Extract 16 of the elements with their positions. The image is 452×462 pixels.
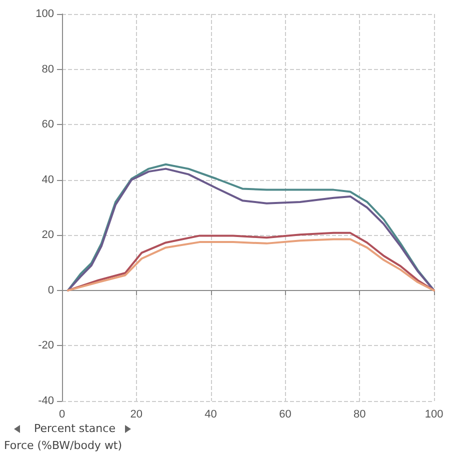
y-tick-label: 20	[42, 229, 54, 242]
x-tick-label: 80	[353, 408, 366, 420]
x-tick-label: 40	[204, 408, 217, 420]
y-tick-label: 0	[48, 284, 54, 296]
y-tick-label: -20	[38, 340, 54, 352]
x-tick-label: 20	[130, 408, 143, 420]
x-tick-label: 100	[424, 408, 444, 420]
y-tick-label: 40	[42, 174, 54, 186]
y-tick-label: 100	[36, 8, 54, 20]
x-tick-label: 60	[279, 408, 292, 420]
x-tick-label: 0	[58, 408, 66, 420]
y-axis-title: Force (%BW/body wt)	[4, 438, 124, 454]
y-tick-label: -40	[38, 395, 54, 407]
x-axis-title: Percent stance	[34, 422, 116, 435]
y-tick-label: 60	[42, 118, 54, 131]
y-tick-label: 80	[42, 63, 54, 76]
